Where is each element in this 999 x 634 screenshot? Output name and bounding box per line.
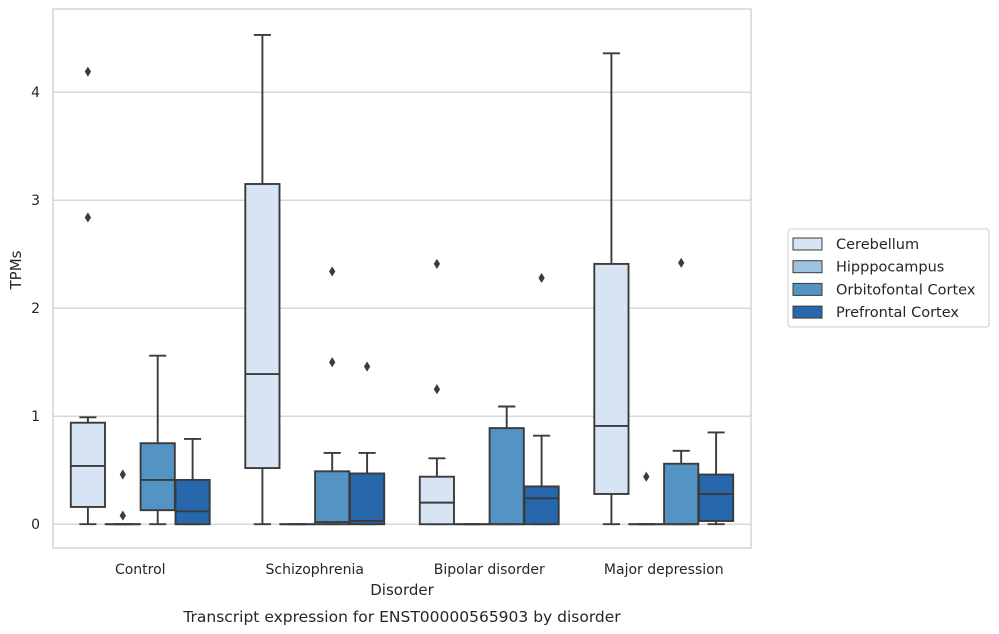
legend-frame [787, 228, 990, 328]
box-prefrontal-cortex [523, 272, 560, 526]
outlier-point [433, 258, 441, 269]
outlier-point [643, 471, 650, 482]
chart-caption: Transcript expression for ENST0000056590… [182, 608, 621, 626]
legend-swatch [792, 260, 823, 274]
outlier-point [84, 66, 92, 77]
legend-swatch [792, 237, 823, 251]
box-cerebellum [244, 33, 281, 526]
box-iqr [488, 427, 525, 526]
box-iqr [244, 183, 281, 470]
box-iqr [523, 485, 560, 526]
outlier-point [119, 469, 126, 480]
plot-frame [52, 8, 752, 549]
y-tick-label: 4 [31, 85, 40, 101]
legend-label: Prefrontal Cortex [836, 305, 959, 321]
outlier-point [433, 384, 441, 395]
outlier-point [84, 212, 92, 223]
x-tick-label: Bipolar disorder [434, 562, 545, 578]
legend-swatch [792, 305, 823, 319]
y-tick-label: 0 [31, 517, 40, 533]
legend: Cerebellum Hipppocampus Orbitofontal Corte… [787, 228, 990, 328]
x-axis-label: Disorder [370, 581, 434, 599]
x-tick-label: Control [115, 562, 166, 578]
box-cerebellum [418, 258, 455, 526]
box-prefrontal-cortex [698, 431, 735, 526]
box-hipppocampus [104, 469, 141, 526]
boxes-layer [69, 33, 735, 526]
box-orbitofontal-cortex [488, 405, 525, 526]
legend-swatch [792, 282, 823, 296]
outlier-point [363, 361, 371, 372]
y-tick-label: 2 [31, 301, 40, 317]
legend-label: Cerebellum [836, 237, 919, 253]
outlier-point [678, 257, 685, 268]
box-iqr [139, 442, 176, 512]
outlier-point [329, 357, 336, 368]
box-iqr [69, 421, 106, 508]
outlier-point [329, 266, 336, 277]
box-orbitofontal-cortex [139, 354, 176, 526]
outlier-point [119, 510, 126, 521]
box-cerebellum [593, 52, 630, 526]
x-tick-label: Major depression [604, 562, 724, 578]
box-iqr [698, 473, 735, 522]
box-prefrontal-cortex [174, 437, 211, 526]
box-iqr [663, 462, 700, 526]
box-cerebellum [69, 66, 106, 526]
box-iqr [418, 475, 455, 526]
box-prefrontal-cortex [349, 361, 386, 526]
y-tick-labels: 0 1 2 3 4 [31, 85, 40, 533]
y-tick-label: 1 [31, 409, 40, 425]
box-hipppocampus [628, 471, 665, 526]
legend-label: Orbitofontal Cortex [836, 282, 976, 298]
box-orbitofontal-cortex [314, 266, 351, 526]
box-iqr [349, 472, 386, 526]
y-axis-label: TPMs [7, 250, 25, 290]
x-tick-label: Schizophrenia [266, 562, 364, 578]
box-iqr [314, 470, 351, 526]
outlier-point [538, 272, 545, 283]
box-iqr [174, 478, 211, 526]
box-orbitofontal-cortex [663, 257, 700, 526]
x-tick-labels: Control Schizophrenia Bipolar disorder Majo… [115, 562, 724, 578]
legend-label: Hipppocampus [836, 260, 944, 276]
box-iqr [593, 262, 630, 495]
y-tick-label: 3 [31, 193, 40, 209]
